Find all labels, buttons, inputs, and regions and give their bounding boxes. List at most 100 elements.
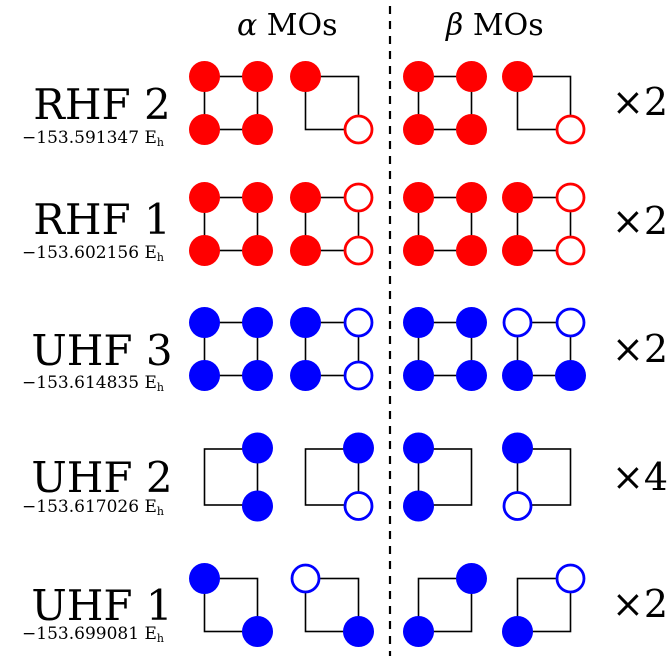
filled-site-dot [502, 235, 533, 266]
filled-site-dot [555, 360, 586, 391]
filled-site-dot [403, 235, 434, 266]
hollow-site-dot [555, 114, 586, 145]
filled-site-dot [290, 235, 321, 266]
filled-site-dot [189, 114, 220, 145]
orbital-beta-1 [403, 182, 487, 266]
orbital-frame [516, 75, 572, 131]
row-label-uhf-3: UHF 3 [31, 326, 173, 375]
hollow-site-dot [555, 182, 586, 213]
energy-uhf-2: −153.617026 Eh [0, 497, 186, 522]
hollow-site-dot [502, 491, 533, 521]
orbital-frame [203, 75, 259, 131]
filled-site-dot [189, 61, 220, 92]
energy-uhf-1: −153.699081 Eh [0, 624, 186, 649]
orbital-frame [516, 196, 572, 252]
filled-site-dot [242, 182, 273, 213]
energy-rhf-1: −153.602156 Eh [0, 243, 186, 268]
orbital-frame [516, 577, 572, 633]
orbital-frame [417, 577, 473, 633]
orbital-frame [304, 321, 360, 377]
energy-rhf-2: −153.591347 Eh [0, 128, 186, 153]
filled-site-dot [242, 307, 273, 338]
hollow-site-dot [502, 307, 533, 338]
orbital-beta-1 [403, 563, 487, 647]
energy-unit: E [144, 373, 157, 393]
orbital-frame [417, 448, 473, 506]
hollow-site-dot [343, 182, 374, 213]
energy-unit-subscript: h [156, 632, 164, 645]
beta-header: β MOs [446, 6, 544, 46]
hollow-site-dot [343, 114, 374, 145]
orbital-frame [203, 196, 259, 252]
hollow-site-dot [343, 307, 374, 338]
energy-unit-subscript: h [156, 381, 164, 394]
filled-site-dot [403, 114, 434, 145]
filled-site-dot [403, 490, 434, 522]
orbital-beta-1 [403, 61, 487, 145]
orbital-frame [203, 448, 259, 506]
orbital-alpha-1 [189, 307, 273, 391]
energy-unit: E [144, 243, 157, 263]
orbital-frame [304, 577, 360, 633]
filled-site-dot [343, 432, 374, 464]
filled-site-dot [456, 114, 487, 145]
orbital-frame [304, 75, 360, 131]
orbital-beta-2 [502, 61, 586, 145]
beta-symbol: β [446, 8, 464, 43]
energy-value: −153.602156 [22, 243, 140, 263]
beta-header-text: MOs [463, 8, 544, 43]
row-label-rhf-1: RHF 1 [33, 195, 171, 244]
hollow-site-dot [343, 235, 374, 266]
filled-site-dot [456, 563, 487, 594]
orbital-frame [304, 448, 360, 506]
filled-site-dot [189, 307, 220, 338]
orbital-alpha-2 [290, 182, 374, 266]
filled-site-dot [242, 616, 273, 647]
energy-uhf-3: −153.614835 Eh [0, 373, 186, 398]
orbital-alpha-1 [189, 182, 273, 266]
filled-site-dot [502, 432, 533, 464]
hollow-site-dot [555, 563, 586, 594]
orbital-beta-1 [403, 432, 473, 522]
filled-site-dot [242, 114, 273, 145]
orbital-beta-2 [502, 307, 586, 391]
row-label-uhf-1: UHF 1 [31, 581, 173, 630]
hollow-site-dot [343, 360, 374, 391]
filled-site-dot [189, 360, 220, 391]
filled-site-dot [343, 616, 374, 647]
orbital-frame [516, 321, 572, 377]
hollow-site-dot [290, 563, 321, 594]
orbital-frame [516, 448, 572, 506]
orbital-frame [417, 321, 473, 377]
filled-site-dot [189, 235, 220, 266]
filled-site-dot [290, 307, 321, 338]
multiplicity-uhf-1: ×2 [612, 582, 667, 626]
orbital-alpha-2 [290, 307, 374, 391]
alpha-header: α MOs [237, 6, 338, 46]
alpha-symbol: α [237, 8, 258, 43]
orbital-alpha-2 [290, 61, 374, 145]
orbital-alpha-2 [290, 563, 374, 647]
filled-site-dot [290, 182, 321, 213]
filled-site-dot [502, 182, 533, 213]
filled-site-dot [502, 616, 533, 647]
filled-site-dot [403, 432, 434, 464]
filled-site-dot [290, 360, 321, 391]
filled-site-dot [242, 432, 273, 464]
orbital-beta-2 [502, 182, 586, 266]
filled-site-dot [502, 360, 533, 391]
orbital-alpha-1 [189, 563, 273, 647]
filled-site-dot [502, 61, 533, 92]
hollow-site-dot [343, 491, 374, 521]
orbital-alpha-2 [304, 432, 374, 521]
multiplicity-uhf-3: ×2 [612, 327, 667, 371]
filled-site-dot [403, 616, 434, 647]
multiplicity-rhf-1: ×2 [612, 199, 667, 243]
energy-unit: E [144, 497, 157, 517]
energy-unit-subscript: h [156, 251, 164, 264]
orbital-beta-2 [502, 563, 586, 647]
filled-site-dot [456, 235, 487, 266]
orbital-frame [203, 577, 259, 633]
row-label-rhf-2: RHF 2 [33, 80, 171, 129]
